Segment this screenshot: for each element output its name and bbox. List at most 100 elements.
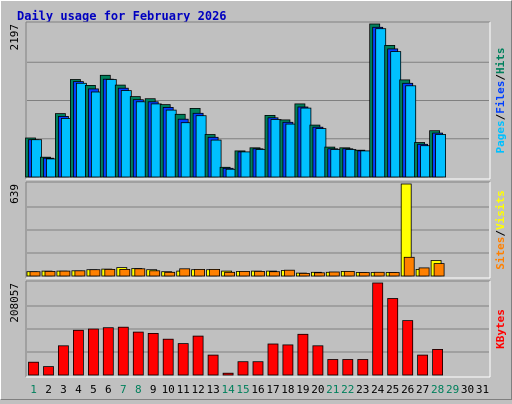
y-axis-max-label: 208057 [8,283,21,323]
bar-pages-day-6 [105,79,117,178]
x-tick-label-day-5: 5 [90,383,97,396]
bar-sites-day-8 [134,268,146,277]
x-tick-label-day-11: 11 [177,383,190,396]
bar-kbytes-day-21 [327,359,339,376]
bar-pages-day-28 [435,134,447,178]
bar-pages-day-16 [255,149,267,178]
legend-label: Files [494,81,507,114]
bar-pages-day-4 [76,82,87,178]
legend-label: Sites [494,237,507,270]
legend-label: / [494,74,507,81]
bar-sites-day-10 [164,271,176,277]
bar-kbytes-day-11 [177,343,189,376]
x-tick-label-day-31: 31 [476,383,489,396]
x-tick-label-day-13: 13 [206,383,219,396]
bar-sites-day-20 [313,272,325,277]
x-tick-label-day-19: 19 [296,383,309,396]
bar-kbytes-day-6 [102,327,114,376]
x-tick-label-day-24: 24 [371,383,385,396]
y-axis-max-label: 2197 [8,24,21,51]
x-tick-label-day-15: 15 [236,383,249,396]
bar-pages-day-24 [375,28,387,178]
x-tick-label-day-18: 18 [281,383,294,396]
bar-sites-day-7 [119,268,131,277]
x-tick-label-day-21: 21 [326,383,339,396]
x-tick-label-day-1: 1 [30,383,37,396]
x-tick-label-day-26: 26 [401,383,414,396]
legend-label: Visits [494,190,507,230]
bar-kbytes-day-2 [43,366,54,376]
x-tick-label-day-23: 23 [356,383,369,396]
bar-kbytes-day-5 [88,328,99,376]
x-tick-label-day-30: 30 [461,383,474,396]
bar-pages-day-27 [420,145,432,178]
bar-kbytes-day-23 [357,359,369,376]
bar-sites-day-26 [403,256,415,277]
bar-sites-day-21 [328,271,340,277]
bar-sites-day-22 [343,270,355,277]
bar-sites-day-18 [283,269,295,277]
bar-pages-day-9 [150,103,162,178]
bar-kbytes-day-16 [252,361,264,376]
legend-top: Pages/Files/Hits [494,48,507,154]
legend-label: / [494,113,507,120]
bar-pages-day-12 [195,115,207,178]
bar-sites-day-23 [358,272,370,277]
x-tick-label-day-29: 29 [446,383,459,396]
bar-kbytes-day-24 [372,282,384,376]
x-tick-label-day-8: 8 [135,383,142,396]
bar-pages-day-19 [300,107,312,178]
x-tick-label-day-6: 6 [105,383,112,396]
legend-label: Hits [494,48,507,75]
bar-kbytes-day-28 [432,348,444,376]
bar-pages-day-26 [405,85,417,178]
x-tick-label-day-20: 20 [311,383,324,396]
bar-sites-day-27 [418,267,430,277]
bar-sites-day-17 [269,271,280,277]
chart-panel-visits-sites: 639 Sites/Visits [8,181,507,279]
bar-kbytes-day-18 [282,344,294,376]
bar-sites-day-25 [388,272,400,277]
bar-pages-day-2 [46,158,57,178]
bar-kbytes-day-27 [417,354,429,376]
bar-kbytes-day-26 [402,320,414,376]
bar-kbytes-day-20 [312,345,324,376]
bar-sites-day-16 [254,270,265,277]
x-tick-label-day-28: 28 [431,383,444,396]
chart-panel-kbytes: 208057 KBytes [8,280,507,378]
y-axis-max-label: 639 [8,184,21,204]
bar-kbytes-day-22 [342,359,354,376]
bar-kbytes-day-1 [28,361,39,376]
bar-kbytes-day-3 [58,345,69,376]
bar-sites-day-14 [224,271,236,277]
bar-sites-day-19 [298,272,310,277]
legend-label: / [494,230,507,237]
bar-sites-day-5 [89,269,101,277]
chart-title: Daily usage for February 2026 [17,9,227,23]
bar-sites-day-28 [433,263,445,277]
bar-kbytes-day-17 [267,343,279,376]
bar-sites-day-4 [74,270,86,277]
x-tick-label-day-9: 9 [150,383,157,396]
x-tick-label-day-25: 25 [386,383,399,396]
x-tick-label-day-3: 3 [60,383,67,396]
bar-pages-day-13 [210,139,222,178]
x-tick-label-day-16: 16 [251,383,264,396]
bar-pages-day-11 [180,122,192,178]
x-tick-label-day-14: 14 [221,383,235,396]
bar-pages-day-21 [330,149,342,178]
x-tick-label-day-2: 2 [45,383,52,396]
chart-panel-hits-files-pages: 2197 Pages/Files/Hits [8,21,507,180]
bar-sites-day-11 [179,268,191,277]
bar-pages-day-10 [165,109,177,178]
bar-kbytes-day-10 [162,338,174,376]
bar-sites-day-3 [59,270,71,277]
bar-kbytes-day-13 [207,354,219,376]
bar-sites-day-6 [104,268,116,277]
x-tick-label-day-12: 12 [191,383,204,396]
x-tick-label-day-7: 7 [120,383,127,396]
bar-pages-day-7 [120,90,132,178]
bar-sites-day-13 [209,268,221,277]
